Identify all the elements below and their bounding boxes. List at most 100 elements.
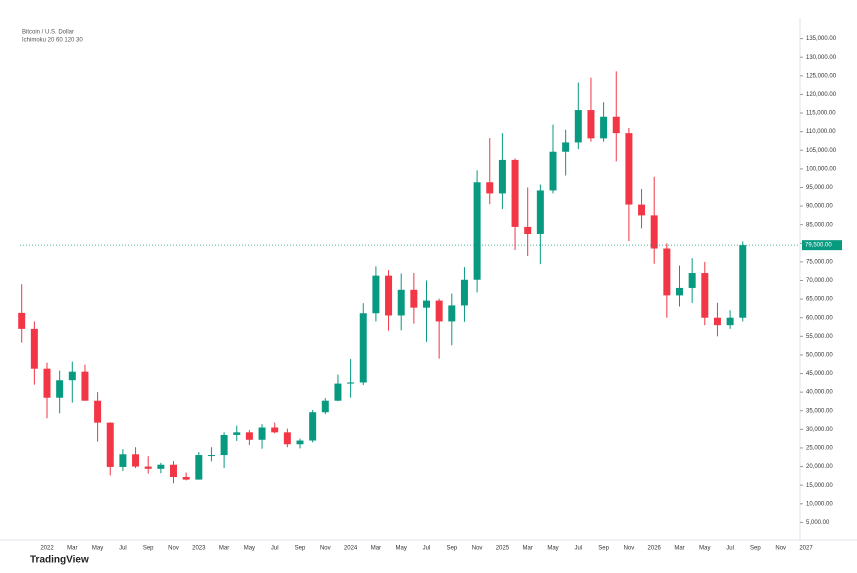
candle-body (713, 317, 721, 326)
candle-body (132, 454, 140, 467)
y-tick-label: 115,000.00 (806, 111, 836, 117)
x-tick-label: 2025 (496, 546, 510, 552)
candle-body (119, 454, 127, 467)
y-tick-label: 30,000.00 (806, 427, 833, 433)
x-tick-label: 2024 (344, 546, 358, 552)
x-tick-label: Sep (750, 546, 761, 552)
candle-body (435, 300, 443, 322)
x-tick-label: Sep (295, 546, 306, 552)
candle-body (600, 116, 608, 139)
y-tick-label: 40,000.00 (806, 390, 833, 396)
x-tick-label: Nov (472, 546, 483, 552)
candle-body (448, 305, 456, 322)
x-tick-label: Jul (119, 546, 127, 552)
x-tick-label: Mar (523, 546, 533, 552)
x-tick-label: 2027 (799, 546, 813, 552)
y-tick-label: 15,000.00 (806, 483, 833, 489)
candle-body (245, 432, 253, 440)
y-tick-label: 25,000.00 (806, 446, 833, 452)
candle-body (43, 368, 51, 398)
candle-body (18, 312, 26, 329)
x-tick-label: Jul (423, 546, 431, 552)
x-tick-label: May (92, 546, 103, 552)
candle-body (650, 215, 658, 249)
candle-body (309, 412, 317, 441)
candle-body (372, 275, 380, 314)
candle-body (68, 371, 76, 381)
y-tick-label: 35,000.00 (806, 408, 833, 414)
candle-body (334, 383, 342, 401)
candle-body (296, 440, 304, 445)
y-tick-label: 90,000.00 (806, 204, 833, 210)
x-tick-label: 2023 (192, 546, 206, 552)
candle-body (233, 432, 241, 435)
candle-body (170, 464, 177, 477)
candle-body (473, 182, 481, 280)
x-tick-label: Nov (775, 546, 786, 552)
x-tick-label: May (396, 546, 407, 552)
candle-body (524, 226, 532, 234)
y-tick-label: 5,000.00 (806, 520, 830, 526)
candle-body (397, 289, 405, 316)
candle-body (549, 151, 557, 191)
last-price-box (802, 240, 842, 251)
x-tick-label: May (547, 546, 558, 552)
x-tick-label: Jul (574, 546, 582, 552)
y-tick-label: 65,000.00 (806, 297, 833, 303)
x-tick-label: 2026 (648, 546, 662, 552)
candle-body (574, 110, 582, 143)
candle-body (258, 427, 266, 440)
y-tick-label: 10,000.00 (806, 501, 833, 507)
x-tick-label: Sep (598, 546, 609, 552)
x-tick-label: May (244, 546, 255, 552)
candle-body (94, 400, 102, 423)
candle-body (271, 427, 279, 433)
y-tick-label: 135,000.00 (806, 36, 837, 42)
chart-title: Bitcoin / U.S. Dollar (22, 30, 74, 36)
candle-body (410, 289, 418, 308)
x-tick-label: Nov (320, 546, 331, 552)
candle-body (220, 434, 228, 456)
y-tick-label: 120,000.00 (806, 92, 837, 98)
candle-body (182, 476, 190, 480)
candle-body (536, 190, 544, 234)
x-tick-label: Sep (143, 546, 154, 552)
candle-body (498, 159, 506, 194)
candle-body (587, 110, 595, 139)
candle-body (56, 380, 64, 398)
candle-body (701, 273, 709, 318)
candle-body (486, 182, 494, 194)
candle-body (625, 133, 633, 205)
x-tick-label: Mar (674, 546, 684, 552)
y-tick-label: 100,000.00 (806, 166, 837, 172)
x-tick-label: Nov (624, 546, 635, 552)
y-tick-label: 125,000.00 (806, 73, 837, 79)
candle-body (207, 455, 215, 457)
candle-body (460, 279, 468, 306)
y-tick-label: 60,000.00 (806, 315, 833, 321)
indicator-label: Ichimoku 20 60 120 30 (22, 38, 83, 44)
candle-body (195, 455, 203, 480)
candle-body (739, 245, 747, 318)
x-tick-label: May (699, 546, 710, 552)
y-tick-label: 105,000.00 (806, 148, 837, 154)
x-tick-label: Jul (726, 546, 734, 552)
candle-body (423, 300, 430, 308)
y-tick-label: 20,000.00 (806, 464, 833, 470)
y-tick-label: 85,000.00 (806, 222, 833, 228)
candle-body (106, 422, 114, 467)
y-tick-label: 55,000.00 (806, 334, 833, 340)
y-tick-label: 95,000.00 (806, 185, 833, 191)
x-tick-label: 2022 (40, 546, 54, 552)
candle-body (511, 159, 519, 227)
candle-body (638, 204, 646, 216)
y-tick-label: 45,000.00 (806, 371, 833, 377)
y-tick-label: 130,000.00 (806, 55, 837, 61)
x-tick-label: Nov (168, 546, 179, 552)
candle-body (81, 371, 89, 401)
candle-body (30, 328, 38, 369)
candle-body (347, 382, 355, 384)
y-tick-label: 70,000.00 (806, 278, 833, 284)
